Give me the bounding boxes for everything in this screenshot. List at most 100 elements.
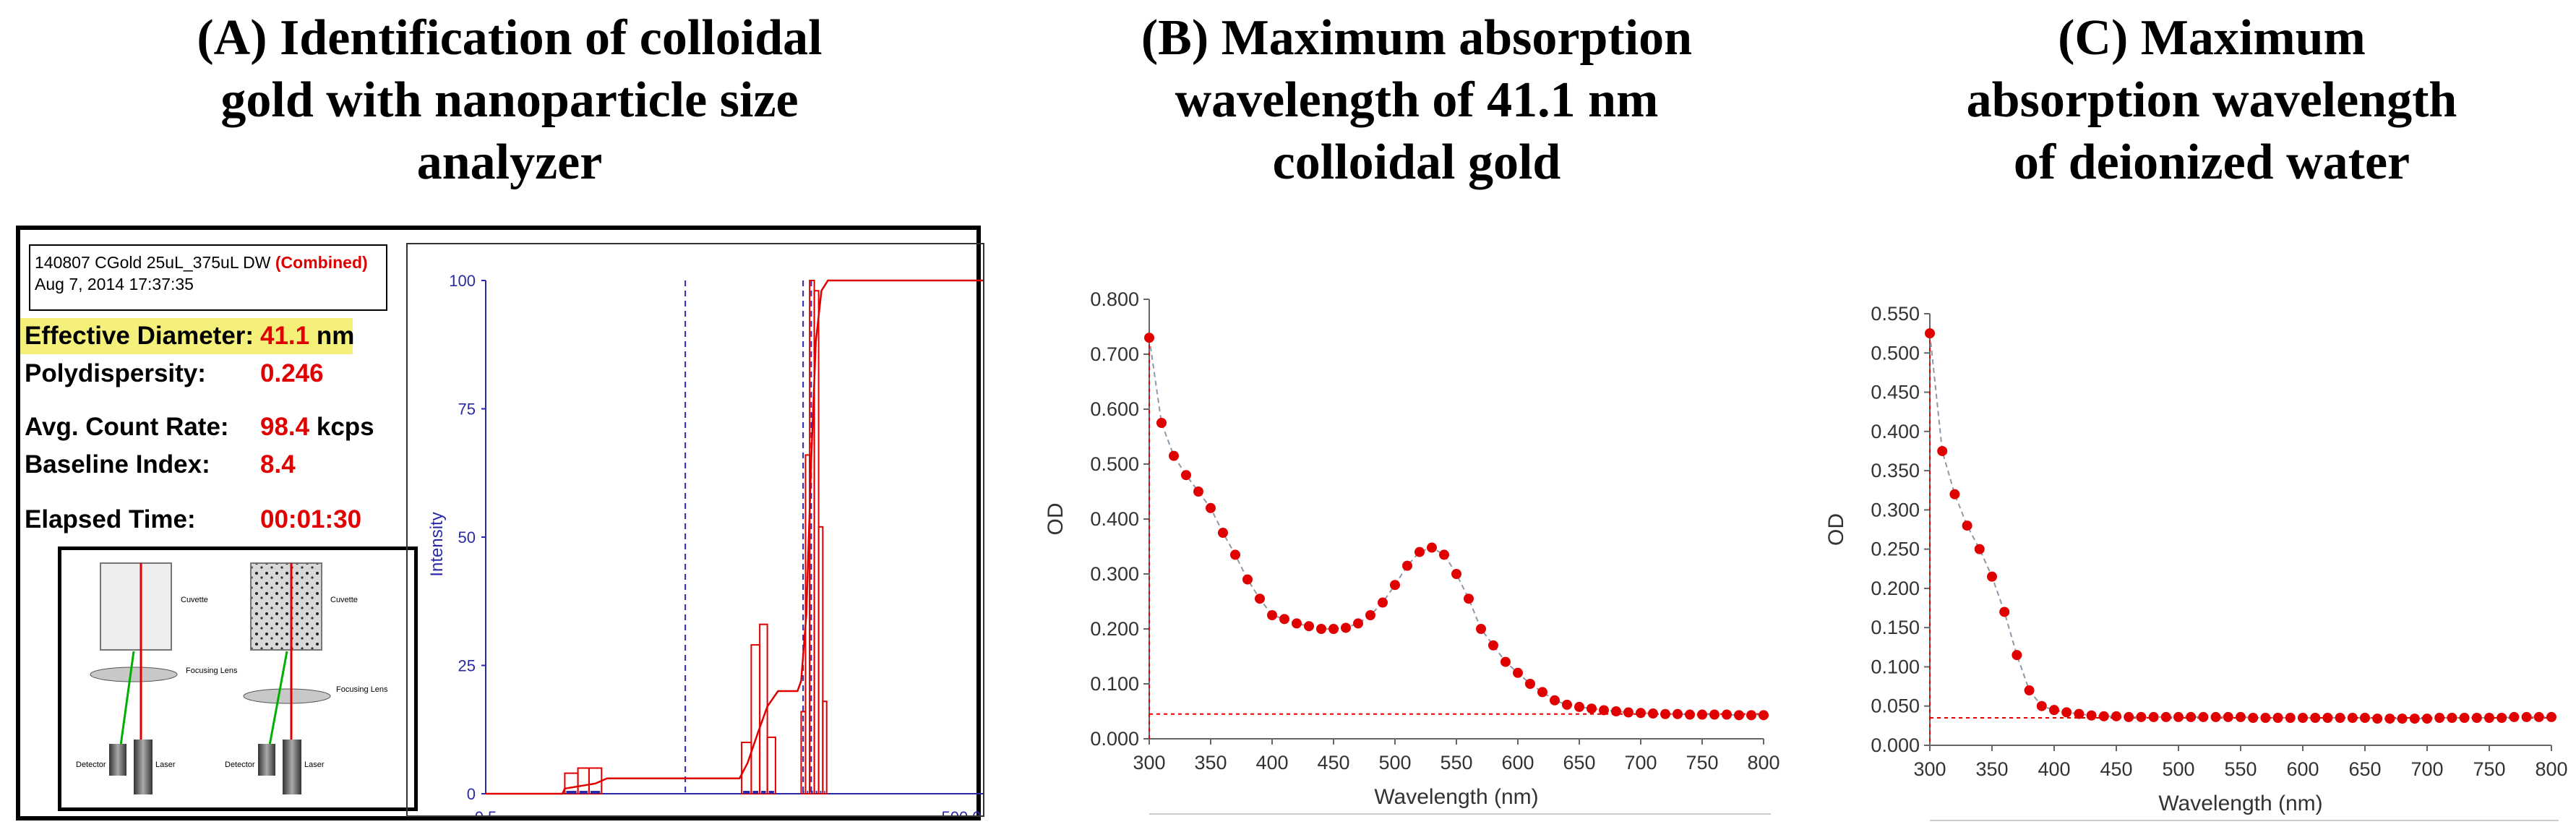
x-tick-label: 600 xyxy=(1501,752,1534,773)
y-tick-label: 0.150 xyxy=(1871,617,1920,638)
data-point xyxy=(1660,708,1670,719)
stat-effective-diameter: Effective Diameter: 41.1 nm xyxy=(25,322,355,350)
data-point xyxy=(1746,710,1756,721)
data-point xyxy=(1267,610,1277,620)
title-c: (C) Maximum absorption wavelength of dei… xyxy=(1966,10,2457,190)
data-point xyxy=(1476,624,1486,634)
data-point xyxy=(1500,656,1511,667)
data-point xyxy=(1673,708,1683,719)
y-tick-label: 0.250 xyxy=(1871,539,1920,560)
data-point xyxy=(1279,614,1289,625)
y-axis-label: OD xyxy=(1824,513,1848,546)
sample-name: 140807 CGold 25uL_375uL DW (Combined) xyxy=(35,253,368,272)
data-point xyxy=(1562,699,1572,710)
data-point xyxy=(2012,650,2022,661)
data-point xyxy=(2074,708,2085,719)
laser-right-icon xyxy=(283,740,301,794)
deionized-water-od-chart: 0.000 0.050 0.100 0.150 0.200 0.250 0.300 0.350… xyxy=(1824,303,2568,821)
data-point xyxy=(2546,711,2556,722)
data-point xyxy=(1537,687,1547,698)
x-tick-label: 400 xyxy=(2038,758,2070,780)
y-tick-label: 0.200 xyxy=(1090,618,1139,640)
data-point xyxy=(2248,713,2259,724)
x-tick-label: 800 xyxy=(1747,752,1779,773)
x-tick-label: 350 xyxy=(1194,752,1227,773)
data-point xyxy=(2098,711,2109,721)
data-point xyxy=(1709,709,1720,720)
data-point xyxy=(2360,713,2370,724)
sample-timestamp: Aug 7, 2014 17:37:35 xyxy=(35,275,194,293)
data-point xyxy=(2236,711,2246,722)
data-point xyxy=(2397,713,2408,724)
data-point xyxy=(1685,709,1695,720)
y-axis-label: Intensity xyxy=(427,512,447,576)
histogram-bar xyxy=(822,700,828,795)
histogram-bar xyxy=(750,644,761,794)
data-point xyxy=(2384,713,2395,724)
data-point xyxy=(1587,703,1597,714)
data-point xyxy=(1328,624,1339,634)
x-tick-label: 800 xyxy=(2535,758,2567,780)
data-point xyxy=(2049,705,2059,716)
y-tick-label: 0.700 xyxy=(1090,343,1139,365)
stat-baseline-index: Baseline Index: 8.4 xyxy=(25,450,296,479)
scatter-beam-right xyxy=(268,651,288,746)
y-tick-label: 0.350 xyxy=(1871,460,1920,481)
x-tick-label: 450 xyxy=(1317,752,1349,773)
elapsed-value: 00:01:30 xyxy=(260,505,362,533)
y-tick-label: 0.300 xyxy=(1090,563,1139,585)
data-point xyxy=(2347,713,2358,724)
data-point xyxy=(2260,713,2271,724)
data-point xyxy=(1611,706,1621,716)
data-point xyxy=(1697,709,1707,720)
y-tick-label: 0.200 xyxy=(1871,578,1920,599)
x-tick-label: 650 xyxy=(1563,752,1595,773)
y-tick-label: 75 xyxy=(458,400,476,419)
title-a: (A) Identification of colloidal gold wit… xyxy=(197,10,823,190)
data-point xyxy=(1230,549,1240,560)
data-point xyxy=(2186,711,2197,722)
highlight-effective-diameter xyxy=(20,318,353,354)
data-point xyxy=(1623,707,1633,718)
data-point xyxy=(2521,711,2532,722)
y-tick-label: 0.100 xyxy=(1871,656,1920,677)
data-point xyxy=(1488,640,1498,651)
data-point xyxy=(1451,569,1461,579)
cuvette-particles-icon xyxy=(250,562,322,651)
lens-label-left: Focusing Lens xyxy=(186,667,238,675)
data-point xyxy=(1193,487,1203,497)
effective-diameter-value: 41.1 nm xyxy=(260,322,355,350)
data-point xyxy=(2496,713,2507,724)
scatter-beam-left xyxy=(119,651,135,746)
data-point xyxy=(1292,618,1302,629)
size-distribution-frame xyxy=(406,243,984,817)
data-point xyxy=(2459,713,2470,724)
data-point xyxy=(1427,542,1437,553)
y-tick-label: 0.400 xyxy=(1090,508,1139,530)
data-point xyxy=(2160,711,2171,722)
x-tick-label: 600 xyxy=(2286,758,2319,780)
data-point xyxy=(1255,593,1265,604)
y-tick-label: 0.050 xyxy=(1871,695,1920,717)
x-tick-label: 450 xyxy=(2100,758,2132,780)
x-tick-label: 550 xyxy=(1440,752,1472,773)
data-point xyxy=(2173,711,2184,722)
cuvette-clear-icon xyxy=(100,562,172,651)
data-point xyxy=(1999,607,2010,617)
data-point xyxy=(2148,711,2159,722)
x-axis-label: Wavelength (nm) xyxy=(1374,785,1538,809)
histogram-bar xyxy=(741,742,752,794)
cuvette-label-left: Cuvette xyxy=(181,596,208,604)
y-tick-label: 0.500 xyxy=(1090,453,1139,475)
data-point xyxy=(1242,574,1253,585)
data-point xyxy=(1987,571,1997,582)
y-tick-label: 0.600 xyxy=(1090,398,1139,420)
data-point xyxy=(1734,710,1744,721)
x-axis-label: Wavelength (nm) xyxy=(2158,792,2322,815)
data-point xyxy=(2422,713,2432,724)
data-point xyxy=(2434,713,2445,724)
data-point xyxy=(2285,713,2296,724)
data-point xyxy=(1599,705,1609,716)
data-point xyxy=(1974,544,1985,554)
detector-left-icon xyxy=(109,744,126,776)
